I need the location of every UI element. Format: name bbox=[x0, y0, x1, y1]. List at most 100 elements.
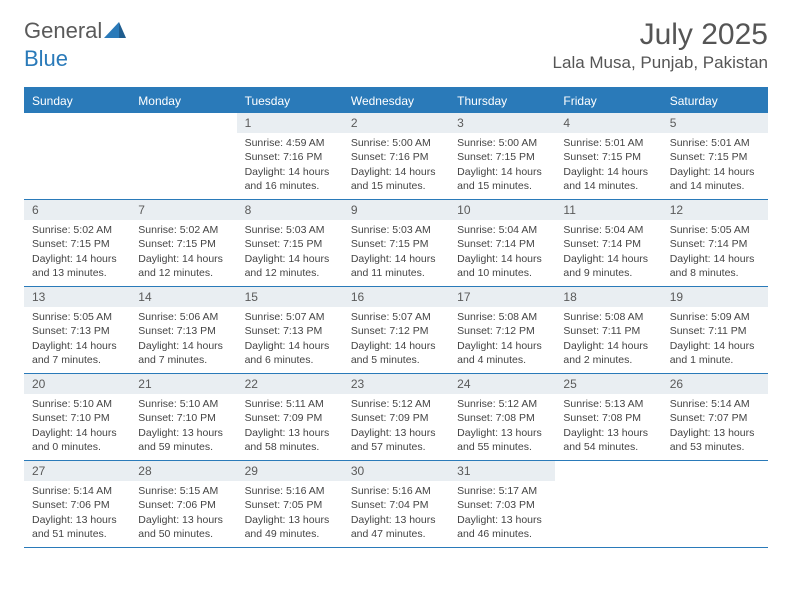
daylight-line: and 49 minutes. bbox=[245, 527, 335, 541]
sunset-line: Sunset: 7:06 PM bbox=[32, 498, 122, 512]
day-cell: 12Sunrise: 5:05 AMSunset: 7:14 PMDayligh… bbox=[662, 200, 768, 286]
day-cell: 19Sunrise: 5:09 AMSunset: 7:11 PMDayligh… bbox=[662, 287, 768, 373]
daylight-line: and 59 minutes. bbox=[138, 440, 228, 454]
weekday-header: Sunday bbox=[24, 89, 130, 113]
day-body: Sunrise: 5:14 AMSunset: 7:06 PMDaylight:… bbox=[24, 481, 130, 547]
day-number: 1 bbox=[237, 113, 343, 133]
day-cell: 9Sunrise: 5:03 AMSunset: 7:15 PMDaylight… bbox=[343, 200, 449, 286]
day-cell bbox=[662, 461, 768, 547]
logo-word1: General bbox=[24, 18, 102, 44]
daylight-line: and 15 minutes. bbox=[457, 179, 547, 193]
sunrise-line: Sunrise: 5:03 AM bbox=[351, 223, 441, 237]
daylight-line: and 13 minutes. bbox=[32, 266, 122, 280]
sunrise-line: Sunrise: 5:16 AM bbox=[245, 484, 335, 498]
sunset-line: Sunset: 7:09 PM bbox=[351, 411, 441, 425]
day-body: Sunrise: 5:04 AMSunset: 7:14 PMDaylight:… bbox=[555, 220, 661, 286]
sunrise-line: Sunrise: 5:14 AM bbox=[670, 397, 760, 411]
sunrise-line: Sunrise: 5:04 AM bbox=[457, 223, 547, 237]
sunset-line: Sunset: 7:12 PM bbox=[351, 324, 441, 338]
sunset-line: Sunset: 7:03 PM bbox=[457, 498, 547, 512]
sunset-line: Sunset: 7:15 PM bbox=[670, 150, 760, 164]
day-body: Sunrise: 5:00 AMSunset: 7:16 PMDaylight:… bbox=[343, 133, 449, 199]
sunrise-line: Sunrise: 5:10 AM bbox=[138, 397, 228, 411]
daylight-line: Daylight: 13 hours bbox=[351, 513, 441, 527]
daylight-line: and 46 minutes. bbox=[457, 527, 547, 541]
day-body: Sunrise: 5:07 AMSunset: 7:13 PMDaylight:… bbox=[237, 307, 343, 373]
sunrise-line: Sunrise: 5:12 AM bbox=[457, 397, 547, 411]
day-body: Sunrise: 5:17 AMSunset: 7:03 PMDaylight:… bbox=[449, 481, 555, 547]
weekday-header-row: Sunday Monday Tuesday Wednesday Thursday… bbox=[24, 89, 768, 113]
daylight-line: Daylight: 14 hours bbox=[670, 252, 760, 266]
daylight-line: and 6 minutes. bbox=[245, 353, 335, 367]
sunset-line: Sunset: 7:16 PM bbox=[245, 150, 335, 164]
weekday-header: Wednesday bbox=[343, 89, 449, 113]
daylight-line: and 57 minutes. bbox=[351, 440, 441, 454]
daylight-line: Daylight: 13 hours bbox=[457, 513, 547, 527]
day-number: 20 bbox=[24, 374, 130, 394]
sunset-line: Sunset: 7:10 PM bbox=[32, 411, 122, 425]
daylight-line: and 12 minutes. bbox=[245, 266, 335, 280]
day-number: 29 bbox=[237, 461, 343, 481]
sunset-line: Sunset: 7:15 PM bbox=[138, 237, 228, 251]
daylight-line: Daylight: 14 hours bbox=[351, 339, 441, 353]
week-row: 1Sunrise: 4:59 AMSunset: 7:16 PMDaylight… bbox=[24, 113, 768, 200]
day-cell: 31Sunrise: 5:17 AMSunset: 7:03 PMDayligh… bbox=[449, 461, 555, 547]
day-number: 13 bbox=[24, 287, 130, 307]
daylight-line: Daylight: 14 hours bbox=[563, 252, 653, 266]
sunrise-line: Sunrise: 5:01 AM bbox=[670, 136, 760, 150]
daylight-line: and 50 minutes. bbox=[138, 527, 228, 541]
day-number: 14 bbox=[130, 287, 236, 307]
daylight-line: Daylight: 13 hours bbox=[351, 426, 441, 440]
day-cell: 28Sunrise: 5:15 AMSunset: 7:06 PMDayligh… bbox=[130, 461, 236, 547]
week-row: 13Sunrise: 5:05 AMSunset: 7:13 PMDayligh… bbox=[24, 287, 768, 374]
day-number: 7 bbox=[130, 200, 236, 220]
logo-word2: Blue bbox=[24, 46, 68, 72]
daylight-line: Daylight: 13 hours bbox=[32, 513, 122, 527]
day-cell: 7Sunrise: 5:02 AMSunset: 7:15 PMDaylight… bbox=[130, 200, 236, 286]
daylight-line: Daylight: 13 hours bbox=[138, 513, 228, 527]
day-cell: 25Sunrise: 5:13 AMSunset: 7:08 PMDayligh… bbox=[555, 374, 661, 460]
logo: General bbox=[24, 18, 126, 44]
day-cell: 16Sunrise: 5:07 AMSunset: 7:12 PMDayligh… bbox=[343, 287, 449, 373]
daylight-line: and 53 minutes. bbox=[670, 440, 760, 454]
day-number: 23 bbox=[343, 374, 449, 394]
daylight-line: Daylight: 14 hours bbox=[563, 165, 653, 179]
day-cell: 13Sunrise: 5:05 AMSunset: 7:13 PMDayligh… bbox=[24, 287, 130, 373]
weekday-header: Saturday bbox=[662, 89, 768, 113]
daylight-line: and 14 minutes. bbox=[670, 179, 760, 193]
daylight-line: Daylight: 13 hours bbox=[245, 426, 335, 440]
daylight-line: and 58 minutes. bbox=[245, 440, 335, 454]
day-number: 17 bbox=[449, 287, 555, 307]
daylight-line: Daylight: 14 hours bbox=[32, 339, 122, 353]
daylight-line: Daylight: 14 hours bbox=[563, 339, 653, 353]
daylight-line: and 11 minutes. bbox=[351, 266, 441, 280]
day-number: 5 bbox=[662, 113, 768, 133]
day-body: Sunrise: 5:11 AMSunset: 7:09 PMDaylight:… bbox=[237, 394, 343, 460]
sunrise-line: Sunrise: 5:17 AM bbox=[457, 484, 547, 498]
sunrise-line: Sunrise: 5:08 AM bbox=[457, 310, 547, 324]
daylight-line: Daylight: 13 hours bbox=[670, 426, 760, 440]
sunset-line: Sunset: 7:08 PM bbox=[563, 411, 653, 425]
sunrise-line: Sunrise: 5:13 AM bbox=[563, 397, 653, 411]
day-number: 21 bbox=[130, 374, 236, 394]
day-body: Sunrise: 5:08 AMSunset: 7:11 PMDaylight:… bbox=[555, 307, 661, 373]
day-number: 11 bbox=[555, 200, 661, 220]
sunrise-line: Sunrise: 5:00 AM bbox=[351, 136, 441, 150]
sunset-line: Sunset: 7:07 PM bbox=[670, 411, 760, 425]
daylight-line: Daylight: 14 hours bbox=[457, 339, 547, 353]
sunset-line: Sunset: 7:13 PM bbox=[32, 324, 122, 338]
sunrise-line: Sunrise: 5:09 AM bbox=[670, 310, 760, 324]
day-number: 27 bbox=[24, 461, 130, 481]
daylight-line: Daylight: 13 hours bbox=[138, 426, 228, 440]
sunset-line: Sunset: 7:15 PM bbox=[32, 237, 122, 251]
header: General July 2025 Lala Musa, Punjab, Pak… bbox=[24, 18, 768, 73]
daylight-line: Daylight: 14 hours bbox=[245, 252, 335, 266]
daylight-line: and 7 minutes. bbox=[32, 353, 122, 367]
day-body: Sunrise: 5:01 AMSunset: 7:15 PMDaylight:… bbox=[662, 133, 768, 199]
daylight-line: Daylight: 14 hours bbox=[351, 165, 441, 179]
day-number: 26 bbox=[662, 374, 768, 394]
sunrise-line: Sunrise: 5:15 AM bbox=[138, 484, 228, 498]
sunset-line: Sunset: 7:12 PM bbox=[457, 324, 547, 338]
day-number: 4 bbox=[555, 113, 661, 133]
sunset-line: Sunset: 7:10 PM bbox=[138, 411, 228, 425]
